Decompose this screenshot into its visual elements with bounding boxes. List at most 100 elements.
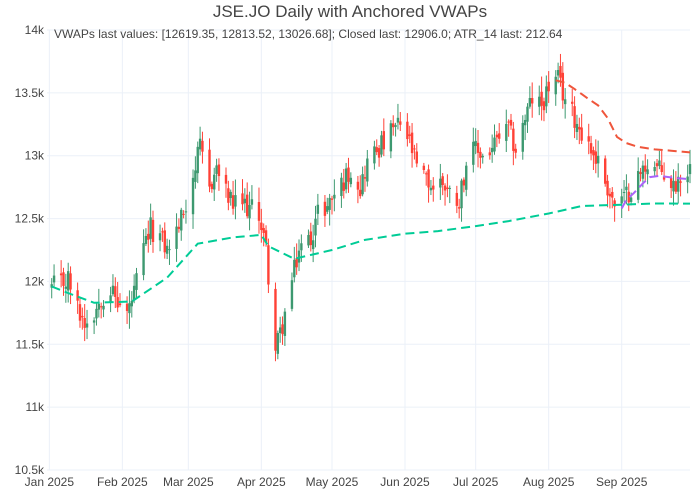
candle-body	[116, 297, 119, 308]
candle-body	[297, 250, 301, 263]
candle	[521, 115, 524, 160]
candle	[177, 218, 181, 233]
candle-body	[227, 188, 230, 203]
candle-body	[311, 240, 315, 250]
candle-body	[625, 186, 628, 191]
candle	[594, 139, 597, 174]
candle	[163, 222, 166, 259]
candle	[330, 195, 334, 215]
candle	[311, 224, 315, 263]
candle-body	[556, 69, 560, 76]
candle-body	[330, 198, 334, 200]
y-tick-label: 13.5k	[15, 86, 45, 100]
x-tick-label: Jul 2025	[453, 475, 499, 489]
candle	[493, 124, 496, 155]
candle-body	[554, 76, 557, 95]
candle	[359, 175, 362, 199]
candle-body	[309, 231, 312, 246]
candle	[262, 223, 265, 247]
candle-body	[363, 177, 367, 179]
candle	[99, 302, 103, 319]
candle-body	[248, 204, 251, 219]
candle-body	[175, 226, 178, 249]
candle	[465, 161, 468, 197]
candle-body	[460, 180, 463, 209]
candle	[389, 120, 393, 159]
y-tick-label: 12.5k	[15, 212, 45, 226]
candle-body	[290, 280, 294, 309]
candle-body	[399, 121, 402, 125]
candle	[109, 286, 112, 313]
candle-body	[580, 127, 583, 141]
candle-body	[264, 230, 268, 243]
candle-body	[208, 149, 211, 187]
candle-body	[578, 126, 581, 130]
candle-body	[234, 195, 237, 207]
candle	[213, 167, 216, 202]
candle-body	[474, 140, 477, 147]
candle	[380, 130, 383, 158]
candle	[545, 75, 548, 114]
candle	[646, 159, 649, 185]
candle	[363, 165, 367, 192]
candle	[540, 76, 543, 121]
candle	[377, 145, 381, 167]
candle	[556, 62, 560, 84]
candle-body	[328, 197, 331, 210]
candle-body	[523, 119, 527, 126]
candle-body	[465, 165, 468, 190]
candle-body	[669, 177, 673, 189]
vwap-line-2	[555, 79, 691, 154]
candle-body	[278, 327, 282, 334]
candle-body	[644, 165, 647, 172]
candle	[373, 140, 376, 170]
candle-body	[658, 160, 661, 166]
candle-body	[608, 193, 612, 197]
candle-body	[571, 101, 574, 104]
candle	[620, 188, 623, 218]
x-tick-label: May 2025	[306, 475, 359, 489]
candle	[52, 264, 56, 287]
candle-body	[545, 86, 548, 107]
candle-body	[224, 174, 228, 184]
candle	[231, 180, 235, 215]
candle-body	[243, 198, 247, 204]
candle-body	[147, 233, 150, 240]
candle	[135, 267, 138, 299]
candle	[78, 297, 82, 328]
candle-body	[168, 249, 171, 251]
candle-body	[573, 106, 576, 128]
candle	[111, 274, 115, 297]
x-tick-label: Feb 2025	[97, 475, 148, 489]
candle-body	[83, 318, 86, 328]
candle-body	[59, 273, 63, 276]
candle-body	[540, 91, 543, 106]
candle	[547, 71, 550, 103]
candle-body	[210, 183, 214, 190]
candle	[175, 213, 178, 262]
candle-body	[622, 191, 626, 193]
candle-body	[410, 132, 414, 154]
candle	[655, 158, 659, 177]
candle	[83, 304, 86, 342]
candle-body	[347, 167, 350, 182]
candle	[639, 167, 642, 182]
candle	[81, 307, 84, 330]
candle	[182, 210, 185, 219]
candle	[432, 177, 435, 202]
candle-body	[422, 165, 426, 170]
candle-body	[344, 168, 348, 190]
candle	[347, 157, 350, 193]
candle-body	[427, 169, 430, 188]
candle-body	[439, 178, 442, 188]
candle-body	[97, 303, 101, 310]
y-tick-label: 11k	[26, 400, 45, 414]
candle-body	[161, 231, 164, 233]
candle	[165, 238, 169, 260]
candle	[523, 114, 527, 141]
candle-body	[653, 167, 656, 172]
candle	[234, 179, 237, 220]
candle	[85, 309, 89, 340]
candle	[158, 224, 162, 252]
